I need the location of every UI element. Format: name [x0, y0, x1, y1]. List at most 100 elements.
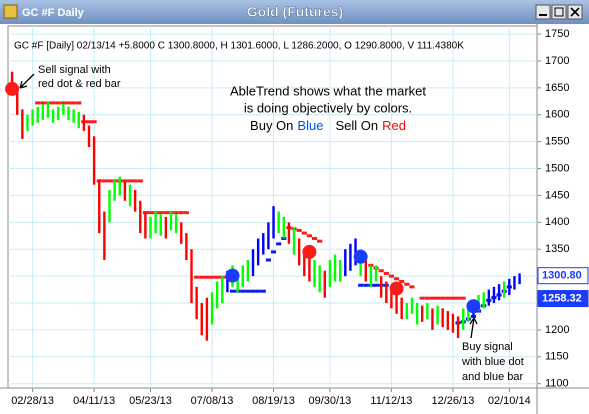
stop-dash — [229, 289, 236, 293]
title-bar — [0, 0, 589, 24]
stop-dash — [147, 211, 154, 215]
stop-dash — [399, 279, 405, 283]
stop-dash — [419, 296, 425, 300]
x-tick-label: 12/26/13 — [432, 395, 475, 407]
stop-dash — [296, 228, 302, 232]
stop-dash — [178, 211, 184, 215]
y-tick-label: 1150 — [545, 351, 569, 363]
stop-dash — [276, 242, 282, 246]
stop-dash — [132, 179, 138, 183]
signal-dot — [225, 268, 240, 283]
maximize-icon — [554, 7, 564, 17]
x-tick-label: 04/11/13 — [73, 395, 115, 407]
y-tick-label: 1700 — [545, 55, 569, 67]
stop-dash — [363, 283, 369, 287]
stop-dash — [445, 296, 451, 300]
minimize-button[interactable] — [535, 4, 551, 20]
stop-dash — [91, 120, 97, 124]
price-label: 1258.32 — [542, 292, 582, 304]
stop-dash — [194, 275, 200, 279]
main-note: is doing objectively by colors. — [244, 100, 412, 115]
stop-dash — [35, 101, 41, 105]
x-tick-label: 02/28/13 — [11, 395, 54, 407]
stop-dash — [383, 271, 389, 275]
signal-dot — [466, 299, 481, 314]
chart-title: Gold (Futures) — [247, 4, 343, 20]
stop-dash — [106, 179, 113, 183]
stop-dash — [460, 296, 466, 300]
stop-dash — [122, 179, 128, 183]
marks — [5, 71, 521, 341]
stop-dash — [50, 101, 56, 105]
stop-dash — [173, 211, 179, 215]
stop-dash — [260, 289, 266, 293]
stop-dash — [424, 296, 430, 300]
y-tick-label: 1600 — [545, 109, 569, 121]
x-tick-label: 02/10/14 — [488, 395, 531, 407]
stop-dash — [393, 277, 400, 281]
slogan-part: Red — [382, 118, 406, 133]
y-tick-label: 1100 — [545, 378, 569, 390]
x-tick-label: 08/19/13 — [252, 395, 295, 407]
info-line: GC #F [Daily] 02/13/14 +5.8000 C 1300.80… — [14, 41, 464, 52]
x-tick-label: 11/12/13 — [370, 395, 412, 407]
stop-dash — [60, 101, 66, 105]
stop-dash — [378, 269, 384, 273]
stop-dash — [101, 179, 107, 183]
stop-dash — [306, 234, 312, 238]
stop-dash — [71, 101, 77, 105]
y-tick-label: 1500 — [545, 162, 569, 174]
stop-dash — [245, 289, 251, 293]
stop-dash — [455, 296, 461, 300]
price-label-box — [537, 290, 589, 308]
stop-dash — [358, 283, 364, 287]
buy-note: and blue bar — [462, 371, 523, 383]
y-tick-label: 1200 — [545, 324, 569, 336]
stop-dash — [450, 296, 456, 300]
y-tick-label: 1750 — [545, 28, 569, 40]
stop-dash — [240, 289, 246, 293]
stop-dash — [440, 296, 446, 300]
window-buttons — [535, 4, 583, 20]
stop-dash — [55, 101, 61, 105]
main-note: AbleTrend shows what the market — [230, 83, 426, 98]
close-icon — [570, 7, 580, 17]
stop-dash — [65, 101, 72, 105]
stop-dash — [434, 296, 441, 300]
stop-dash — [409, 285, 415, 289]
stop-dash — [199, 275, 205, 279]
stop-dash — [40, 101, 46, 105]
stop-dash — [429, 296, 435, 300]
price-label-box — [537, 267, 589, 285]
stop-dash — [301, 231, 307, 235]
stop-dash — [255, 289, 261, 293]
slogan-part: Buy On — [250, 118, 293, 133]
stop-dash — [127, 179, 133, 183]
y-tick-label: 1400 — [545, 216, 569, 228]
slogan-part: Sell On — [335, 118, 378, 133]
maximize-button[interactable] — [551, 4, 567, 20]
stop-dash — [86, 120, 92, 124]
app-icon — [3, 4, 18, 19]
x-tick-label: 05/23/13 — [129, 395, 172, 407]
slogan-part: Blue — [297, 118, 323, 133]
sell-note: red dot & red bar — [38, 78, 121, 90]
stop-dash — [76, 101, 82, 105]
stop-dash — [214, 275, 220, 279]
signal-dot — [353, 249, 368, 264]
price-label: 1300.80 — [542, 270, 582, 282]
stop-dash — [158, 211, 164, 215]
stop-dash — [137, 179, 143, 183]
stop-dash — [311, 236, 318, 240]
signal-dot — [302, 244, 317, 259]
stop-dash — [404, 282, 410, 286]
y-tick-label: 1650 — [545, 82, 569, 94]
stop-dash — [204, 275, 210, 279]
buy-note: with blue dot — [461, 356, 524, 368]
stop-dash — [163, 211, 169, 215]
y-tick-label: 1350 — [545, 243, 569, 255]
stop-dash — [373, 283, 379, 287]
sell-arrow — [19, 73, 35, 89]
window-label: GC #F Daily — [22, 7, 85, 19]
